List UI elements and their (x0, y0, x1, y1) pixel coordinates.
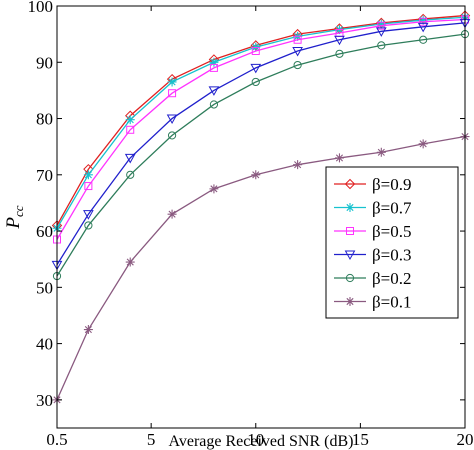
legend-box (325, 166, 459, 319)
legend-label: β=0.7 (372, 199, 412, 218)
data-point (209, 57, 219, 67)
legend-label: β=0.2 (372, 269, 412, 288)
data-point (375, 27, 387, 37)
legend-item: β=0.7 (334, 199, 412, 218)
data-point (168, 89, 177, 98)
data-point (126, 170, 135, 179)
data-point (418, 15, 428, 25)
legend-label: β=0.1 (372, 293, 412, 312)
y-tick-label: 50 (36, 278, 53, 297)
legend-item: β=0.5 (334, 222, 412, 241)
x-tick-label: 10 (247, 430, 264, 449)
series-line (56, 22, 466, 266)
y-axis-label: Pcc (3, 205, 26, 229)
data-point (84, 221, 93, 230)
y-tick-label: 80 (36, 110, 53, 129)
data-point (84, 182, 93, 191)
legend-marker (346, 227, 354, 235)
data-point (167, 131, 177, 140)
legend-item: β=0.9 (334, 175, 412, 194)
legend-marker (345, 297, 355, 306)
data-point (209, 100, 219, 109)
series-line (56, 33, 466, 277)
y-tick-label: 40 (36, 335, 53, 354)
legend-item: β=0.1 (334, 293, 412, 312)
x-tick-label: 15 (352, 430, 369, 449)
data-point (376, 147, 386, 157)
x-tick-label: 0.5 (46, 430, 67, 449)
y-axis-label-subscript: cc (11, 205, 26, 217)
data-point (419, 17, 428, 26)
legend-item: β=0.3 (334, 246, 412, 265)
y-tick-label: 90 (36, 53, 53, 72)
data-point (292, 47, 303, 57)
data-point (251, 170, 261, 180)
legend-marker (345, 273, 355, 283)
data-point (167, 77, 177, 87)
legend-label: β=0.5 (372, 222, 412, 241)
data-point (209, 184, 219, 194)
data-point (334, 153, 344, 163)
series-line (56, 18, 466, 240)
data-point (377, 21, 386, 30)
legend-marker (344, 178, 356, 190)
data-point (124, 153, 136, 164)
data-point (166, 114, 178, 125)
legend: β=0.9 β=0.7 β=0.5 β=0.3 β=0.2 β=0.1 (325, 166, 459, 319)
data-point (83, 170, 93, 180)
legend-marker (344, 250, 356, 261)
data-point (376, 19, 386, 29)
data-point (209, 63, 218, 72)
data-point (83, 210, 94, 220)
series-layer (51, 10, 471, 405)
y-axis-label-main: P (3, 217, 24, 230)
legend-item: β=0.2 (334, 269, 412, 288)
data-point (334, 35, 345, 46)
data-point (83, 325, 93, 335)
y-tick-label: 60 (36, 222, 53, 241)
data-point (335, 49, 344, 58)
y-tick-label: 30 (36, 391, 53, 410)
x-tick-label: 5 (147, 430, 156, 449)
legend-label: β=0.9 (372, 175, 412, 194)
legend-label: β=0.3 (372, 246, 412, 265)
plot-frame (56, 5, 466, 429)
data-point (417, 22, 429, 33)
data-point (125, 115, 135, 125)
data-point (208, 86, 220, 96)
data-point (418, 139, 428, 149)
series-3 (53, 15, 469, 244)
data-point (293, 35, 302, 44)
data-point (125, 257, 135, 267)
tick-layer: 0.5 5 10 15 20 30 40 50 60 70 80 90 100 (28, 0, 474, 449)
data-point (251, 77, 260, 87)
data-point (250, 63, 262, 74)
data-point (126, 125, 135, 134)
x-tick-label: 20 (457, 430, 474, 449)
data-point (419, 35, 428, 44)
data-point (167, 209, 177, 219)
x-axis-label: Average Received SNR (dB) (169, 433, 354, 450)
y-tick-label: 70 (36, 166, 53, 185)
data-point (377, 41, 386, 50)
data-point (293, 160, 303, 170)
data-point (251, 47, 260, 56)
legend-marker (345, 203, 355, 212)
y-tick-label: 100 (28, 0, 54, 16)
data-point (293, 60, 302, 70)
